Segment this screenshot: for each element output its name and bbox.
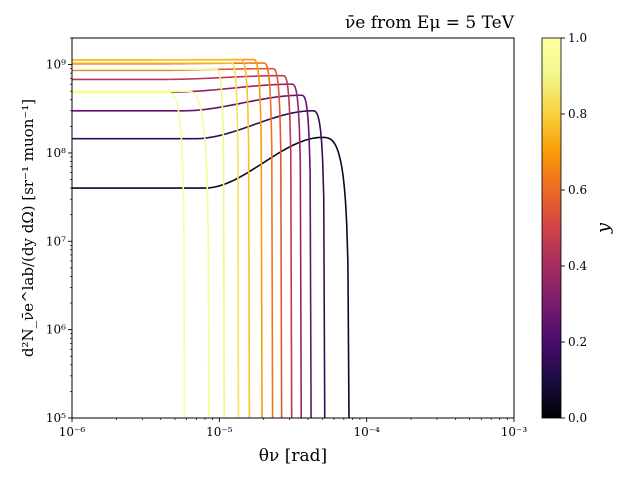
y-axis: 10⁵ 10⁶ 10⁷ 10⁸ 10⁹ (46, 37, 72, 425)
series-line (72, 68, 226, 418)
series-line (72, 67, 283, 418)
chart-title: ν̄e from Eμ = 5 TeV (345, 13, 515, 33)
series-line (72, 136, 350, 418)
colorbar-label: y (593, 222, 614, 234)
y-tick-label: 10⁹ (46, 58, 66, 72)
series-line (72, 74, 293, 418)
x-axis: 10⁻⁶ 10⁻⁵ 10⁻⁴ 10⁻³ (59, 418, 528, 439)
y-tick-label: 10⁶ (46, 323, 66, 337)
colorbar-tick-label: 0.2 (568, 335, 587, 349)
series-line (72, 90, 210, 418)
x-tick-label: 10⁻⁴ (353, 425, 380, 439)
x-tick-label: 10⁻⁵ (206, 425, 233, 439)
colorbar (541, 37, 562, 419)
series-lines (72, 58, 350, 418)
colorbar-tick-label: 1.0 (568, 31, 587, 45)
series-line (72, 83, 303, 418)
series-line (72, 94, 312, 418)
y-tick-label: 10⁵ (46, 411, 66, 425)
plot-frame (71, 37, 515, 419)
series-line (72, 59, 251, 418)
colorbar-axis: 0.0 0.2 0.4 0.6 0.8 1.0 (561, 31, 587, 425)
colorbar-tick-label: 0.8 (568, 107, 587, 121)
series-line (72, 58, 263, 418)
colorbar-tick-label: 0.0 (568, 411, 587, 425)
colorbar-tick-label: 0.4 (568, 259, 587, 273)
colorbar-tick-label: 0.6 (568, 183, 587, 197)
x-tick-label: 10⁻³ (501, 425, 528, 439)
x-axis-label: θν [rad] (259, 446, 327, 466)
x-tick-label: 10⁻⁶ (59, 425, 86, 439)
y-tick-label: 10⁷ (46, 234, 66, 248)
y-axis-label: d²N_ν̄e^lab/(dy dΩ) [sr⁻¹ muon⁻¹] (19, 99, 37, 357)
series-line (72, 109, 326, 418)
series-line (72, 62, 274, 418)
series-line (72, 61, 240, 418)
series-line (72, 91, 186, 418)
y-tick-label: 10⁸ (46, 146, 66, 160)
